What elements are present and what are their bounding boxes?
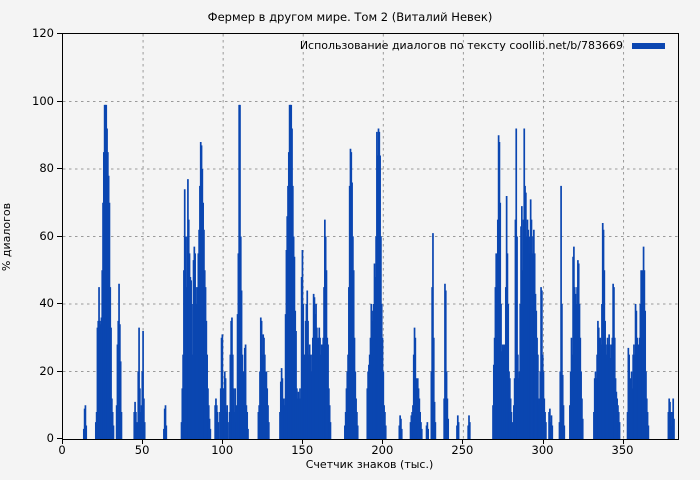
bar <box>142 331 144 439</box>
bar <box>400 428 403 439</box>
y-axis-label: % диалогов <box>0 202 13 272</box>
x-tick-mark <box>222 439 224 444</box>
bar <box>432 337 435 439</box>
bar <box>511 422 514 439</box>
bar <box>143 422 146 439</box>
bar <box>226 405 229 439</box>
bar <box>143 398 145 439</box>
plot-area: Использование диалогов по тексту coollib… <box>62 33 679 440</box>
x-tick-mark <box>542 439 544 444</box>
bar <box>384 425 387 439</box>
bar <box>246 412 249 439</box>
bar <box>427 428 430 439</box>
y-tick-mark <box>57 235 62 237</box>
x-tick-label: 200 <box>371 443 394 457</box>
legend-label: Использование диалогов по тексту coollib… <box>299 39 623 52</box>
bar <box>562 405 565 439</box>
bar <box>217 422 220 439</box>
bar <box>85 425 88 439</box>
x-tick-label: 50 <box>134 443 150 457</box>
bar <box>516 236 518 439</box>
bar <box>110 327 112 439</box>
bar <box>537 354 539 439</box>
bar <box>420 428 423 439</box>
bar <box>234 388 237 439</box>
x-tick-label: 0 <box>58 443 66 457</box>
x-tick-mark <box>142 439 144 444</box>
bar <box>581 418 584 439</box>
y-tick-mark <box>57 303 62 304</box>
bar <box>432 233 434 439</box>
x-tick-label: 300 <box>531 443 554 457</box>
x-tick-mark <box>302 439 304 444</box>
bar <box>545 422 547 439</box>
legend: Использование диалогов по тексту coollib… <box>300 39 665 52</box>
bar <box>138 327 140 439</box>
bar <box>267 422 270 439</box>
bar <box>112 425 115 439</box>
x-tick-label: 100 <box>211 443 234 457</box>
y-tick-label: 60 <box>39 228 54 243</box>
bar <box>551 425 554 439</box>
y-tick-label: 40 <box>39 296 54 310</box>
x-tick-mark <box>382 439 384 444</box>
bar <box>328 405 331 439</box>
bars-layer <box>63 34 678 439</box>
bar <box>119 361 122 439</box>
bar <box>433 401 436 439</box>
bar <box>164 405 167 439</box>
y-tick-mark <box>57 438 62 439</box>
bar <box>647 425 650 439</box>
y-tick-label: 120 <box>32 26 54 40</box>
x-tick-label: 350 <box>611 443 634 457</box>
chart-title: Фермер в другом мире. Том 2 (Виталий Нев… <box>207 10 493 24</box>
bar <box>247 428 249 439</box>
legend-swatch <box>632 42 665 49</box>
x-tick-mark <box>62 439 63 444</box>
bar <box>84 405 87 439</box>
bar <box>400 418 402 439</box>
x-tick-label: 150 <box>291 443 314 457</box>
bar <box>468 422 471 439</box>
bar <box>244 344 247 439</box>
bar <box>221 334 224 439</box>
x-tick-mark <box>622 439 624 444</box>
y-tick-label: 100 <box>32 93 54 108</box>
bar <box>120 412 123 439</box>
y-tick-label: 20 <box>39 363 54 378</box>
y-tick-mark <box>57 370 62 372</box>
bar <box>444 290 447 439</box>
bar <box>209 428 212 439</box>
y-tick-label: 0 <box>46 431 54 445</box>
bar <box>447 418 450 439</box>
bar <box>356 425 359 439</box>
x-tick-mark <box>462 439 464 444</box>
bar <box>434 422 437 439</box>
bar <box>457 422 460 439</box>
bar <box>165 425 168 439</box>
bar <box>208 418 211 439</box>
bar <box>563 425 566 439</box>
x-tick-label: 250 <box>451 443 474 457</box>
y-tick-label: 80 <box>39 161 54 175</box>
bar <box>227 422 229 439</box>
y-tick-mark <box>57 168 62 169</box>
bar <box>295 331 297 439</box>
bar <box>242 371 245 439</box>
bar <box>267 405 269 439</box>
bar <box>673 418 675 439</box>
x-axis-label: Счетчик знаков (тыс.) <box>305 458 434 471</box>
bar <box>618 422 621 439</box>
bar <box>224 378 227 439</box>
y-tick-mark <box>57 33 62 34</box>
y-tick-mark <box>57 100 62 102</box>
bar <box>561 304 563 439</box>
bar <box>329 422 332 439</box>
